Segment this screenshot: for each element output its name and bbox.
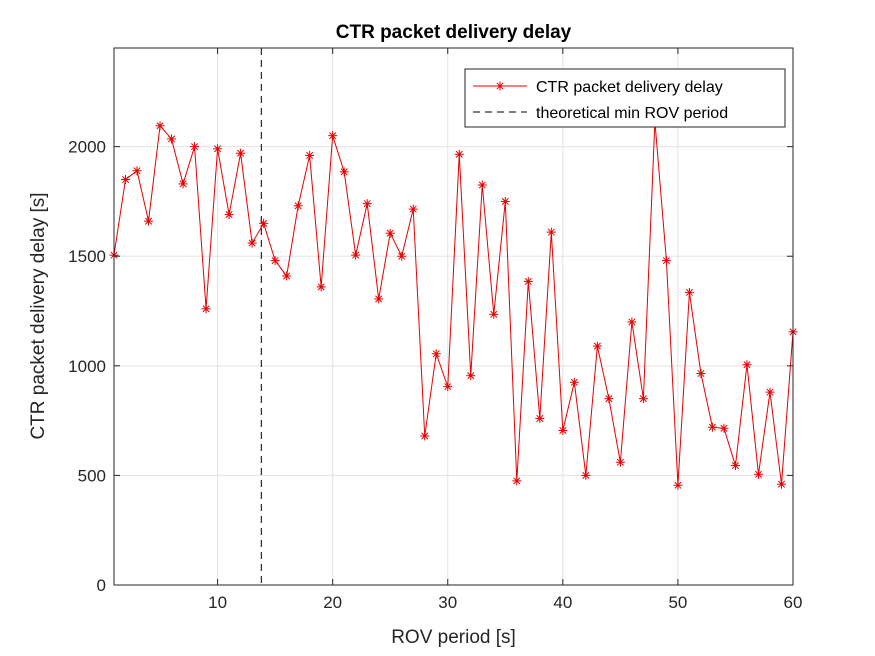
data-point (420, 431, 430, 441)
ticks: 10 20 30 40 50 60 0 500 1000 1500 2000 (68, 48, 802, 612)
data-point (178, 179, 188, 189)
y-tick-label: 2000 (68, 138, 106, 157)
data-point (408, 204, 418, 214)
axes-box (113, 47, 794, 586)
legend-entry-delay: CTR packet delivery delay (536, 79, 723, 96)
data-point (397, 251, 407, 261)
data-point (638, 394, 648, 404)
data-point (155, 121, 165, 131)
data-point (213, 144, 223, 154)
data-point (466, 371, 476, 381)
data-point (385, 228, 395, 238)
data-point (316, 282, 326, 292)
chart-title: CTR packet delivery delay (336, 22, 572, 43)
legend-asterisk (495, 81, 505, 91)
data-point (443, 382, 453, 392)
data-point (132, 166, 142, 176)
data-point (489, 309, 499, 319)
data-point (592, 341, 602, 351)
data-point (742, 360, 752, 370)
x-tick-label: 10 (208, 593, 227, 612)
data-point (351, 250, 361, 260)
data-point (581, 470, 591, 480)
y-tick-label: 1000 (68, 357, 106, 376)
series-line-delay (113, 121, 794, 486)
x-tick-label: 30 (438, 593, 457, 612)
data-point (431, 349, 441, 359)
x-tick-label: 50 (668, 593, 687, 612)
data-point (707, 422, 717, 432)
grid (114, 48, 794, 586)
data-point (730, 461, 740, 471)
data-point (305, 150, 315, 160)
data-point (719, 423, 729, 433)
data-point (765, 387, 775, 397)
data-point (684, 287, 694, 297)
data-point (282, 271, 292, 281)
data-point (201, 304, 211, 314)
data-point (477, 180, 487, 190)
data-point (569, 377, 579, 387)
data-point (293, 201, 303, 211)
data-point (362, 199, 372, 209)
data-point (523, 276, 533, 286)
data-point (270, 256, 280, 266)
data-point (753, 469, 763, 479)
data-point (121, 175, 131, 185)
plot-area (114, 48, 793, 585)
y-axis-label: CTR packet delivery delay [s] (28, 192, 49, 439)
data-point (535, 413, 545, 423)
legend-marker-asterisk (495, 81, 505, 91)
x-tick-label: 40 (553, 593, 572, 612)
data-point (604, 394, 614, 404)
data-point (247, 238, 257, 248)
y-tick-label: 500 (78, 466, 106, 485)
data-point (339, 167, 349, 177)
x-axis-label: ROV period [s] (391, 627, 516, 648)
data-point (190, 142, 200, 152)
data-point (673, 480, 683, 490)
data-point (558, 425, 568, 435)
data-point (627, 317, 637, 327)
data-point (224, 210, 234, 220)
data-point (328, 131, 338, 141)
data-point (454, 149, 464, 159)
data-point (500, 196, 510, 206)
legend-box (464, 68, 786, 128)
x-tick-label: 60 (784, 593, 803, 612)
data-point (615, 457, 625, 467)
data-point (661, 256, 671, 266)
y-tick-label: 0 (97, 576, 106, 595)
x-tick-label: 20 (323, 593, 342, 612)
data-point (512, 476, 522, 486)
data-point (696, 368, 706, 378)
data-point (167, 134, 177, 144)
data-point (144, 216, 154, 226)
data-point (236, 148, 246, 158)
data-point (259, 218, 269, 228)
legend: CTR packet delivery delay theoretical mi… (464, 68, 786, 128)
data-point (546, 227, 556, 237)
data-point (776, 479, 786, 489)
data-point (374, 294, 384, 304)
legend-entry-vline: theoretical min ROV period (536, 105, 728, 122)
y-tick-label: 1500 (68, 247, 106, 266)
